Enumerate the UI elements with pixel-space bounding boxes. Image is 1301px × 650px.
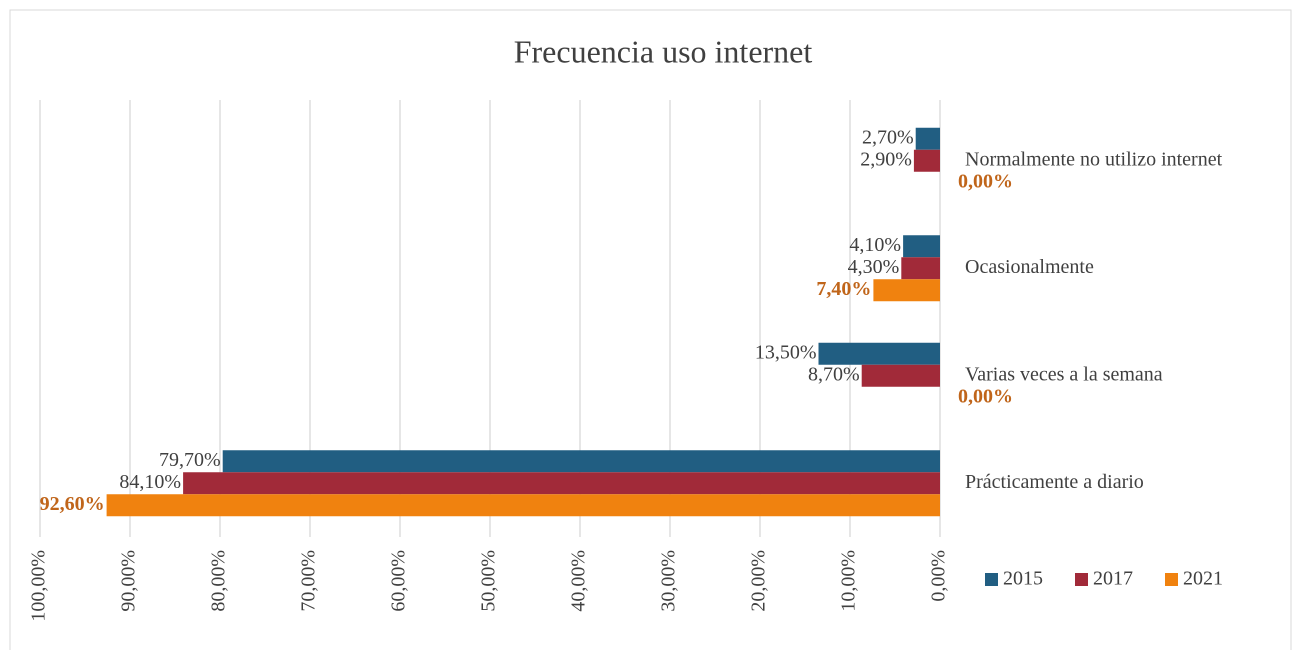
x-tick-label: 40,00% [568, 550, 590, 612]
chart-border [9, 9, 1292, 650]
x-tick-label: 70,00% [298, 550, 320, 612]
data-label: 2,90% [860, 148, 912, 170]
x-tick-label: 50,00% [478, 550, 500, 612]
data-label: 79,70% [159, 449, 221, 471]
data-label: 84,10% [119, 471, 181, 493]
data-label: 92,60% [40, 493, 105, 515]
x-tick-label: 10,00% [838, 550, 860, 612]
legend-label: 2015 [1003, 568, 1043, 590]
x-tick-label: 0,00% [928, 550, 950, 602]
data-label: 13,50% [755, 341, 817, 363]
category-label: Prácticamente a diario [965, 471, 1144, 493]
bar [915, 127, 940, 150]
bar [873, 279, 940, 302]
data-label: 4,30% [848, 256, 900, 278]
x-tick-label: 90,00% [118, 550, 140, 612]
bar [222, 450, 940, 473]
data-label: 0,00% [958, 385, 1013, 407]
bar [818, 342, 940, 365]
legend-swatch [1075, 573, 1088, 586]
bar [861, 364, 940, 387]
category-label: Normalmente no utilizo internet [965, 148, 1223, 170]
category-label: Ocasionalmente [965, 256, 1094, 278]
x-tick-label: 20,00% [748, 550, 770, 612]
category-label: Varias veces a la semana [965, 363, 1163, 385]
legend-swatch [1165, 573, 1178, 586]
bar [106, 494, 941, 517]
chart-title: Frecuencia uso internet [514, 33, 813, 69]
data-label: 8,70% [808, 363, 860, 385]
data-label: 4,10% [849, 234, 901, 256]
bar [913, 149, 940, 172]
x-tick-label: 80,00% [208, 550, 230, 612]
x-tick-label: 100,00% [28, 550, 50, 622]
data-label: 7,40% [816, 278, 871, 300]
bar [183, 472, 941, 495]
legend-label: 2021 [1183, 568, 1223, 590]
data-label: 2,70% [862, 126, 914, 148]
x-tick-label: 60,00% [388, 550, 410, 612]
legend-swatch [985, 573, 998, 586]
legend-label: 2017 [1093, 568, 1133, 590]
data-label: 0,00% [958, 170, 1013, 192]
bar [903, 235, 940, 258]
bar [901, 257, 940, 280]
x-tick-label: 30,00% [658, 550, 680, 612]
